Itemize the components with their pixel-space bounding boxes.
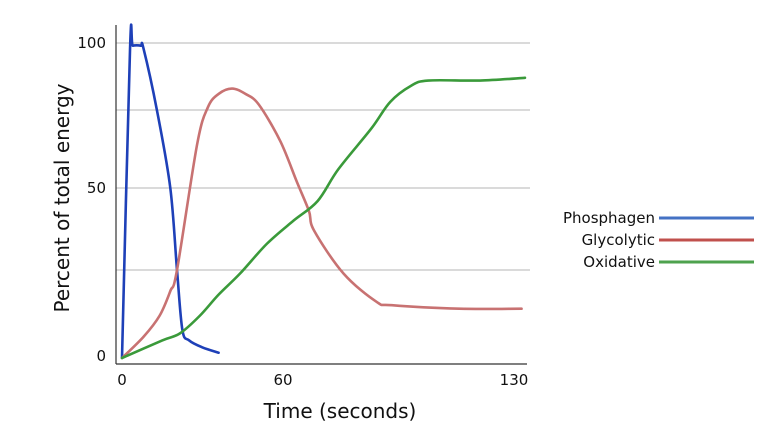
x-tick-label: 60 [273, 371, 292, 389]
series-line-phosphagen [120, 23, 220, 360]
gridlines [116, 42, 530, 271]
x-axis-title: Time (seconds) [263, 399, 417, 423]
y-tick-labels: 0 50 100 [77, 34, 106, 365]
y-axis-title: Percent of total energy [50, 83, 74, 312]
x-tick-label: 130 [500, 371, 529, 389]
legend-label-glycolytic: Glycolytic [582, 231, 655, 249]
series-line-oxidative [120, 76, 527, 360]
x-tick-label: 0 [117, 371, 127, 389]
legend: Phosphagen Glycolytic Oxidative [563, 209, 754, 271]
series-lines [120, 23, 527, 360]
series-line-glycolytic [120, 87, 523, 360]
y-tick-label: 0 [96, 347, 106, 365]
legend-label-phosphagen: Phosphagen [563, 209, 655, 227]
y-tick-label: 50 [87, 179, 106, 197]
legend-label-oxidative: Oxidative [583, 253, 655, 271]
x-tick-labels: 0 60 130 [117, 371, 528, 389]
y-tick-label: 100 [77, 34, 106, 52]
